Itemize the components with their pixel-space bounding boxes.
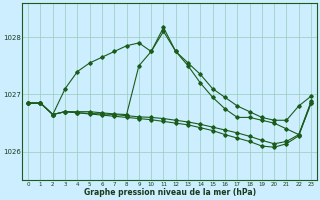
X-axis label: Graphe pression niveau de la mer (hPa): Graphe pression niveau de la mer (hPa) xyxy=(84,188,256,197)
